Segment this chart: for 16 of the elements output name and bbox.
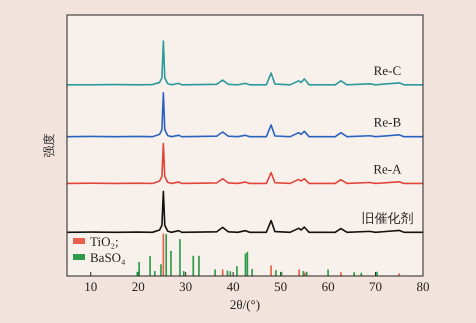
x-tick-label: 10 bbox=[84, 279, 98, 294]
series-label: 旧催化剂 bbox=[361, 210, 414, 226]
x-tick-label: 30 bbox=[179, 279, 192, 294]
series-label: Re-C bbox=[374, 62, 402, 78]
x-tick-label: 60 bbox=[322, 279, 335, 294]
x-axis-title: 2θ/(°) bbox=[230, 297, 260, 312]
x-tick-label: 20 bbox=[132, 279, 145, 294]
legend-label: TiO₂; bbox=[90, 234, 119, 249]
x-tick-label: 80 bbox=[416, 279, 430, 294]
legend-label: BaSO₄ bbox=[90, 250, 126, 265]
series-label: Re-A bbox=[373, 161, 402, 176]
x-tick-label: 40 bbox=[226, 279, 240, 294]
x-tick-label: 50 bbox=[274, 279, 288, 294]
y-axis-title: 强度 bbox=[42, 134, 56, 158]
x-tick-label: 70 bbox=[369, 279, 382, 294]
series-label: Re-B bbox=[374, 114, 402, 130]
